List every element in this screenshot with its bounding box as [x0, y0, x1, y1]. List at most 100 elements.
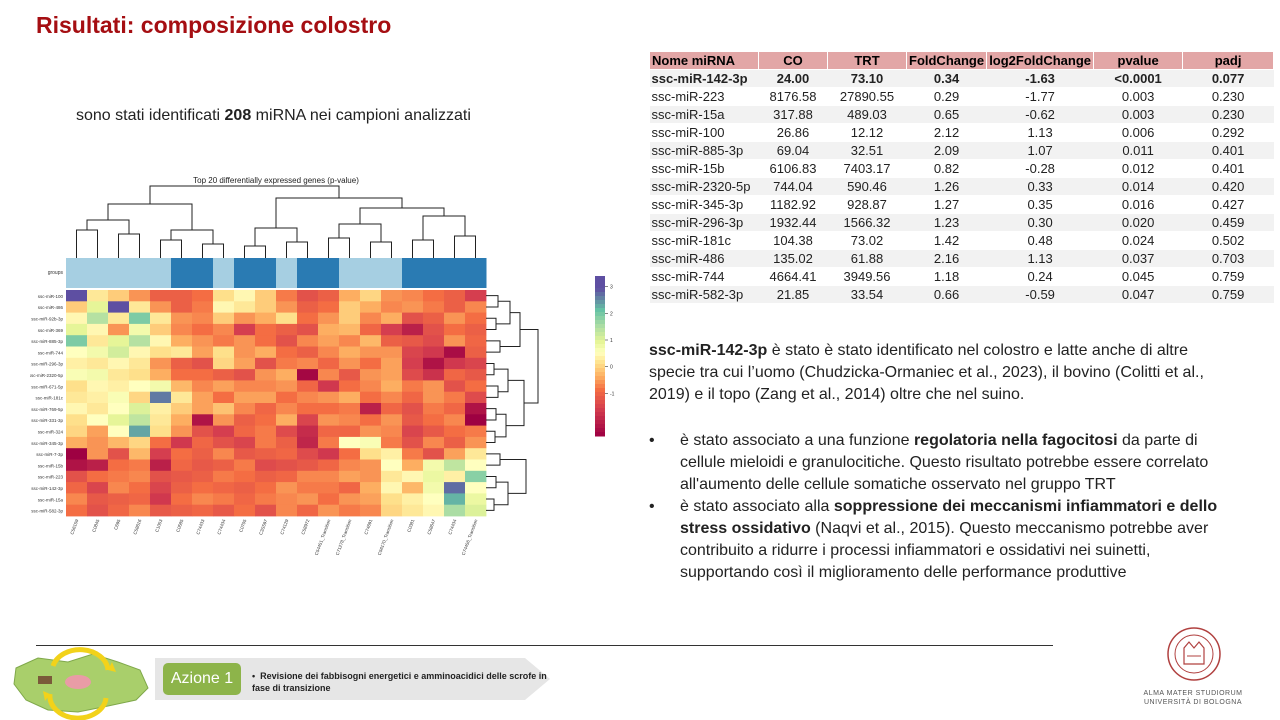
heatmap-cell — [129, 380, 151, 393]
heatmap-cell — [318, 482, 340, 494]
colorbar-segment — [595, 392, 605, 397]
table-cell: ssc-miR-181c — [649, 231, 759, 250]
heatmap-cell — [318, 459, 340, 472]
colorbar-segment — [595, 300, 605, 305]
heatmap-cell — [360, 414, 382, 426]
heatmap-cell — [255, 504, 277, 517]
heatmap-cell — [423, 346, 445, 359]
colorbar-segment — [595, 420, 605, 425]
table-cell: 317.88 — [758, 105, 828, 124]
heatmap-cell — [171, 425, 193, 438]
table-cell: 4664.41 — [758, 267, 828, 286]
heatmap-cell — [318, 312, 340, 325]
row-label: ssc-miR-769-5p — [31, 407, 63, 412]
group-cell — [234, 258, 256, 288]
azione-arrow-banner — [155, 658, 550, 700]
table-cell: 33.54 — [827, 285, 907, 304]
group-cell — [465, 258, 487, 288]
table-cell: 0.292 — [1182, 123, 1274, 142]
table-cell: 1.42 — [906, 231, 987, 250]
table-cell: 1.26 — [906, 177, 987, 196]
heatmap-cell — [87, 346, 109, 359]
heatmap-cell — [402, 504, 424, 517]
heatmap-cell — [297, 504, 319, 517]
row-label: ssc-miR-331-3p — [31, 418, 63, 423]
heatmap-cell — [276, 436, 298, 449]
heatmap-cell — [381, 380, 403, 393]
heatmap-cell — [423, 493, 445, 506]
heatmap-cell — [108, 290, 130, 302]
heatmap-cell — [234, 504, 256, 517]
heatmap-cell — [297, 346, 319, 359]
colorbar-segment — [595, 284, 605, 289]
heatmap-cell — [381, 391, 403, 404]
heatmap-cell — [66, 414, 88, 426]
heatmap-cell — [360, 346, 382, 359]
heatmap-cell — [171, 335, 193, 347]
heatmap-cell — [66, 391, 88, 404]
heatmap-cell — [381, 504, 403, 517]
table-cell: 2.16 — [906, 249, 987, 268]
table-cell: 0.703 — [1182, 249, 1274, 268]
university-name: ALMA MATER STUDIORUM UNIVERSITÀ DI BOLOGN… — [1138, 689, 1248, 707]
heatmap-cell — [423, 380, 445, 393]
dendrogram-link — [244, 245, 266, 258]
table-cell: 0.48 — [986, 231, 1094, 250]
row-label: ssc-miR-671-5p — [31, 384, 63, 389]
heatmap-cell — [171, 403, 193, 415]
heatmap-cell — [381, 459, 403, 472]
heatmap-cell — [213, 357, 235, 370]
heatmap-cell — [423, 335, 445, 347]
table-row: ssc-miR-345-3p 1182.92 928.87 1.27 0.35 0.016… — [649, 195, 1274, 214]
colorbar-segment — [595, 312, 605, 317]
heatmap-cell — [276, 335, 298, 347]
dendrogram-link — [286, 241, 308, 258]
heatmap-cell — [255, 470, 277, 483]
cycle-arrow-bottom — [47, 693, 109, 720]
table-cell: 0.502 — [1182, 231, 1274, 250]
row-label: ssc-miR-7-3p — [36, 452, 63, 457]
heatmap-cell — [66, 369, 88, 381]
colorbar-segment — [595, 404, 605, 409]
heatmap-cell — [339, 403, 361, 415]
table-cell: 0.003 — [1093, 87, 1183, 106]
bullet-pre: è stato associato alla — [680, 498, 834, 515]
heatmap-cell — [402, 290, 424, 302]
heatmap-cell — [213, 290, 235, 302]
table-row: ssc-miR-2320-5p 744.04 590.46 1.26 0.33 0.014… — [649, 177, 1274, 196]
heatmap-cell — [360, 493, 382, 506]
heatmap-cell — [129, 301, 151, 313]
colorbar-segment — [595, 316, 605, 321]
heatmap-title: Top 20 differentially expressed genes (p… — [193, 176, 359, 185]
heatmap-cell — [402, 391, 424, 404]
group-cell — [402, 258, 424, 288]
heatmap-cell — [297, 459, 319, 472]
heatmap-cell — [465, 470, 487, 483]
heatmap-cell — [360, 504, 382, 517]
heatmap-cell — [297, 493, 319, 506]
table-cell: 0.759 — [1182, 267, 1274, 286]
heatmap-cell — [255, 436, 277, 449]
heatmap-cell — [192, 369, 214, 381]
heatmap-cell — [150, 425, 172, 438]
colorbar-segment — [595, 320, 605, 325]
heatmap-cell — [465, 425, 487, 438]
table-cell: 0.024 — [1093, 231, 1183, 250]
colorbar-segment — [595, 344, 605, 349]
heatmap-cell — [402, 414, 424, 426]
heatmap-cell — [150, 436, 172, 449]
azione-description: • Revisione dei fabbisogni energetici e … — [252, 670, 552, 694]
table-cell: 0.045 — [1093, 267, 1183, 286]
heatmap-cell — [381, 312, 403, 325]
heatmap-cell — [318, 504, 340, 517]
column-label: C54451_Transition — [314, 518, 332, 556]
heatmap-cell — [276, 482, 298, 494]
column-label: C1053 — [154, 518, 163, 533]
heatmap-cell — [444, 312, 466, 325]
bullet-bold: soppressione dei meccanismi infiammatori… — [680, 498, 1218, 537]
heatmap-cell — [171, 414, 193, 426]
heatmap-cell — [444, 357, 466, 370]
heatmap-cell — [339, 391, 361, 404]
column-label: C74434 — [216, 518, 226, 535]
heatmap-cell — [192, 290, 214, 302]
